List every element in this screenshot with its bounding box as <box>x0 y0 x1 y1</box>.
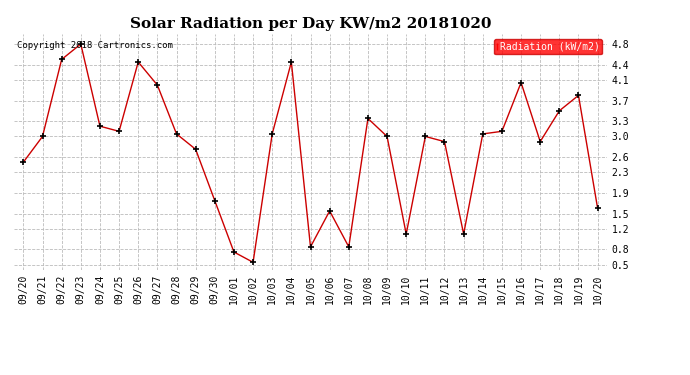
Legend: Radiation (kW/m2): Radiation (kW/m2) <box>494 39 602 54</box>
Title: Solar Radiation per Day KW/m2 20181020: Solar Radiation per Day KW/m2 20181020 <box>130 17 491 31</box>
Text: Copyright 2018 Cartronics.com: Copyright 2018 Cartronics.com <box>17 41 172 50</box>
